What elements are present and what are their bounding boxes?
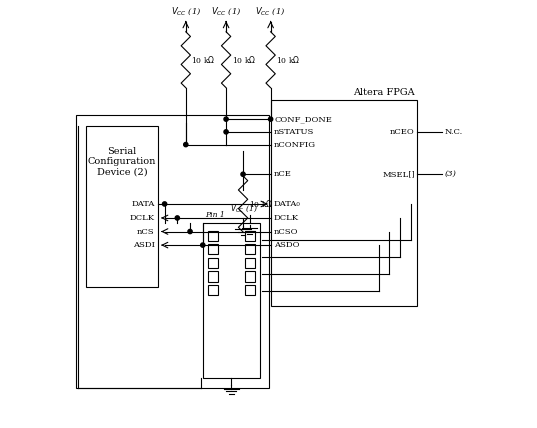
Text: 10 k$\Omega$: 10 k$\Omega$ [231,54,256,65]
Text: 10 k$\Omega$: 10 k$\Omega$ [249,199,273,209]
Text: 10 k$\Omega$: 10 k$\Omega$ [191,54,215,65]
Circle shape [201,243,205,247]
Circle shape [224,117,228,121]
Text: nCE: nCE [274,170,292,178]
Text: nCSO: nCSO [274,228,299,235]
Text: Pin 1: Pin 1 [205,211,224,219]
Bar [76,115,268,389]
Text: CONF_DONE: CONF_DONE [274,115,332,123]
Bar [86,125,158,287]
Text: MSEL[]: MSEL[] [382,170,415,178]
Bar [245,231,255,241]
Bar [245,271,255,282]
Bar [271,100,417,306]
Text: $V_{CC}$ (1): $V_{CC}$ (1) [256,5,286,17]
Circle shape [224,130,228,134]
Bar [245,244,255,254]
Bar [245,258,255,268]
Text: DCLK: DCLK [130,214,155,222]
Bar [245,285,255,295]
Bar [203,223,260,378]
Text: ASDI: ASDI [133,241,155,249]
Bar [208,258,218,268]
Text: N.C.: N.C. [445,128,463,136]
Text: nCS: nCS [137,228,155,235]
Text: (3): (3) [445,170,456,178]
Text: 10 k$\Omega$: 10 k$\Omega$ [276,54,300,65]
Text: nCEO: nCEO [390,128,415,136]
Text: DCLK: DCLK [274,214,299,222]
Text: DATA₀: DATA₀ [274,200,301,208]
Circle shape [184,143,188,147]
Text: nSTATUS: nSTATUS [274,128,314,136]
Text: $V_{CC}$ (1): $V_{CC}$ (1) [211,5,241,17]
Bar [208,244,218,254]
Bar [208,231,218,241]
Text: Serial
Configuration
Device (2): Serial Configuration Device (2) [88,147,156,176]
Bar [208,285,218,295]
Text: nCONFIG: nCONFIG [274,140,316,149]
Text: Altera FPGA: Altera FPGA [353,88,415,97]
Circle shape [268,117,273,121]
Circle shape [175,216,179,220]
Text: $V_{CC}$ (1): $V_{CC}$ (1) [171,5,201,17]
Text: DATA: DATA [132,200,155,208]
Circle shape [188,229,192,234]
Text: ASDO: ASDO [274,241,300,249]
Circle shape [241,172,245,176]
Bar [208,271,218,282]
Circle shape [163,202,166,206]
Text: $V_{CC}$ (1): $V_{CC}$ (1) [230,202,258,214]
